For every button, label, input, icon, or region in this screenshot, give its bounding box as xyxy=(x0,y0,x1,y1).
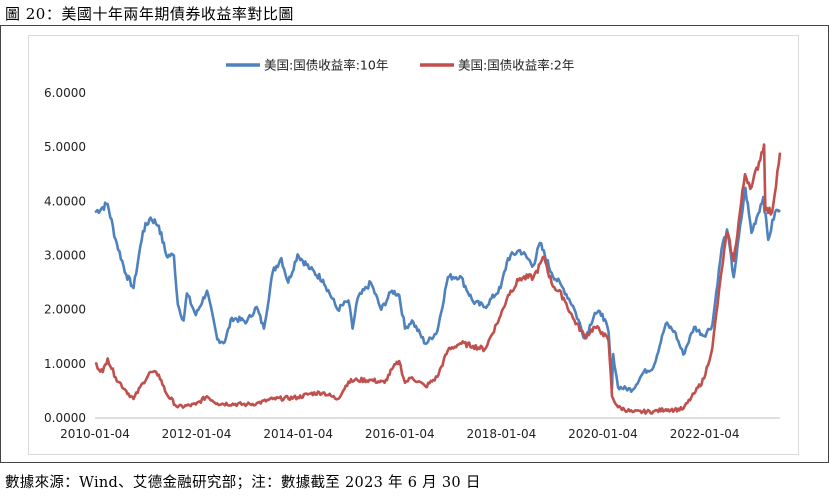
y-tick-label: 5.0000 xyxy=(44,140,86,154)
legend-label-2y: 美国:国债收益率:2年 xyxy=(458,58,574,73)
top-rule xyxy=(0,25,829,26)
x-tick-label: 2018-01-04 xyxy=(467,427,537,441)
y-axis: 0.0000 1.0000 2.0000 3.0000 4.0000 5.0000 6.00… xyxy=(44,86,86,425)
y-tick-label: 6.0000 xyxy=(44,86,86,100)
bottom-rule xyxy=(0,462,829,463)
x-tick-label: 2020-01-04 xyxy=(568,427,638,441)
y-tick-label: 4.0000 xyxy=(44,194,86,208)
x-axis: 2010-01-04 2012-01-04 2014-01-04 2016-01-04… xyxy=(60,427,739,441)
source-note: 數據來源：Wind、艾德金融研究部；注：數據截至 2023 年 6 月 30 日 xyxy=(5,475,481,491)
x-tick-label: 2016-01-04 xyxy=(365,427,435,441)
x-tick-label: 2022-01-04 xyxy=(670,427,740,441)
y-tick-label: 3.0000 xyxy=(44,249,86,263)
chart-legend: 美国:国债收益率:10年 美国:国债收益率:2年 xyxy=(226,58,574,73)
series-line-2y xyxy=(94,143,782,415)
legend-label-10y: 美国:国债收益率:10年 xyxy=(264,58,388,73)
y-tick-label: 2.0000 xyxy=(44,303,86,317)
y-tick-label: 1.0000 xyxy=(44,357,86,371)
figure-caption: 圖 20：美國十年兩年期債券收益率對比圖 xyxy=(5,5,294,23)
series-layer xyxy=(94,143,782,415)
series-line-10y xyxy=(94,186,781,393)
yield-line-chart: 0.0000 1.0000 2.0000 3.0000 4.0000 5.0000 6.00… xyxy=(44,58,782,441)
y-tick-label: 0.0000 xyxy=(44,411,86,425)
chart-area-border xyxy=(28,35,799,455)
x-tick-label: 2014-01-04 xyxy=(263,427,333,441)
x-tick-label: 2010-01-04 xyxy=(60,427,130,441)
frame-left-border xyxy=(0,25,1,462)
x-tick-label: 2012-01-04 xyxy=(162,427,232,441)
